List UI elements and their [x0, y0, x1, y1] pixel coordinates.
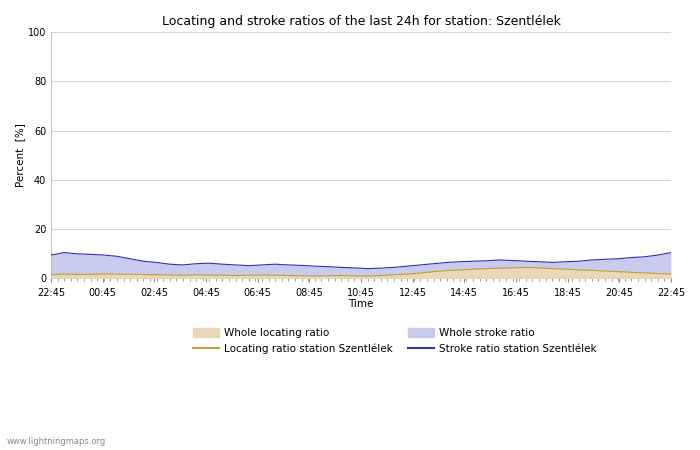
- Text: www.lightningmaps.org: www.lightningmaps.org: [7, 436, 106, 446]
- X-axis label: Time: Time: [349, 299, 374, 309]
- Legend: Whole locating ratio, Locating ratio station Szentlélek, Whole stroke ratio, Str: Whole locating ratio, Locating ratio sta…: [193, 328, 597, 354]
- Title: Locating and stroke ratios of the last 24h for station: Szentlélek: Locating and stroke ratios of the last 2…: [162, 15, 561, 28]
- Y-axis label: Percent  [%]: Percent [%]: [15, 123, 25, 187]
